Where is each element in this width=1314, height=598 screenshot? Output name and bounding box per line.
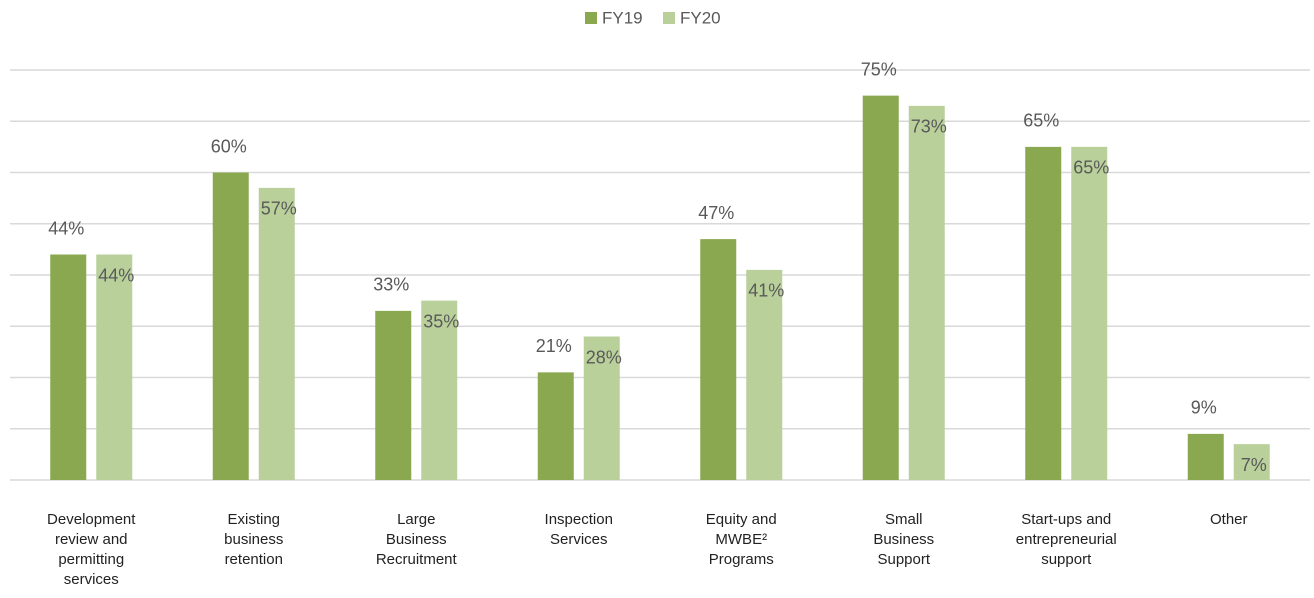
x-tick-line: Start-ups and — [1021, 511, 1111, 528]
x-tick-line: entrepreneurial — [1016, 531, 1117, 548]
bar — [421, 300, 458, 480]
bar — [1025, 146, 1062, 480]
data-label: 28% — [586, 347, 622, 367]
x-tick-line: Development — [47, 511, 136, 528]
bar — [700, 239, 737, 480]
data-label: 73% — [911, 117, 947, 137]
bar — [1071, 146, 1108, 480]
x-tick-line: review and — [55, 531, 128, 548]
data-label: 35% — [423, 311, 459, 331]
x-tick-line: Equity and — [706, 511, 777, 528]
bar — [908, 105, 945, 480]
x-tick-label: Start-ups and entrepreneurial support — [1016, 511, 1117, 568]
legend-label: FY19 — [602, 8, 643, 27]
x-tick-label: Small Business Support — [873, 511, 934, 568]
x-tick-line: retention — [225, 551, 283, 568]
bar — [96, 254, 133, 480]
x-tick-label: Large Business Recruitment — [376, 511, 458, 568]
data-label: 41% — [748, 281, 784, 301]
x-tick-line: Services — [550, 531, 608, 548]
x-tick-line: Small — [885, 511, 923, 528]
x-tick-line: MWBE² — [715, 531, 767, 548]
bar — [537, 372, 574, 480]
x-tick-line: services — [64, 571, 119, 588]
x-tick-line: support — [1041, 551, 1092, 568]
x-tick-label: Development review and permitting services — [47, 511, 136, 588]
x-tick-line: Other — [1210, 511, 1248, 528]
data-label: 21% — [536, 336, 572, 356]
data-label: 7% — [1241, 455, 1267, 475]
bar — [375, 310, 412, 480]
data-label: 9% — [1191, 398, 1217, 418]
data-label: 60% — [211, 136, 247, 156]
legend-swatch — [663, 12, 675, 24]
bar — [1187, 433, 1224, 480]
x-tick-label: Equity and MWBE² Programs — [706, 511, 777, 568]
bar — [746, 269, 783, 480]
legend-swatch — [585, 12, 597, 24]
x-tick-line: Existing — [227, 511, 280, 528]
data-label: 33% — [373, 275, 409, 295]
data-label: 47% — [698, 203, 734, 223]
x-tick-label: Inspection Services — [545, 511, 613, 548]
bar — [258, 187, 295, 480]
data-label: 44% — [48, 218, 84, 238]
legend-label: FY20 — [680, 8, 721, 27]
bar — [212, 172, 249, 480]
data-label: 57% — [261, 199, 297, 219]
data-label: 44% — [98, 265, 134, 285]
bar — [583, 336, 620, 480]
x-tick-line: Business — [386, 531, 447, 548]
x-tick-label: Existing business retention — [224, 511, 283, 568]
data-label: 65% — [1023, 111, 1059, 131]
x-tick-line: Inspection — [545, 511, 613, 528]
x-tick-line: Business — [873, 531, 934, 548]
x-tick-line: Programs — [709, 551, 774, 568]
bar — [1233, 444, 1270, 480]
x-tick-line: permitting — [58, 551, 124, 568]
x-tick-line: business — [224, 531, 283, 548]
x-tick-line: Support — [877, 551, 930, 568]
data-label: 65% — [1073, 158, 1109, 178]
data-label: 75% — [861, 59, 897, 79]
x-tick-line: Large — [397, 511, 435, 528]
x-tick-label: Other — [1210, 511, 1248, 528]
bar — [50, 254, 87, 480]
bar — [862, 95, 899, 480]
x-tick-line: Recruitment — [376, 551, 458, 568]
